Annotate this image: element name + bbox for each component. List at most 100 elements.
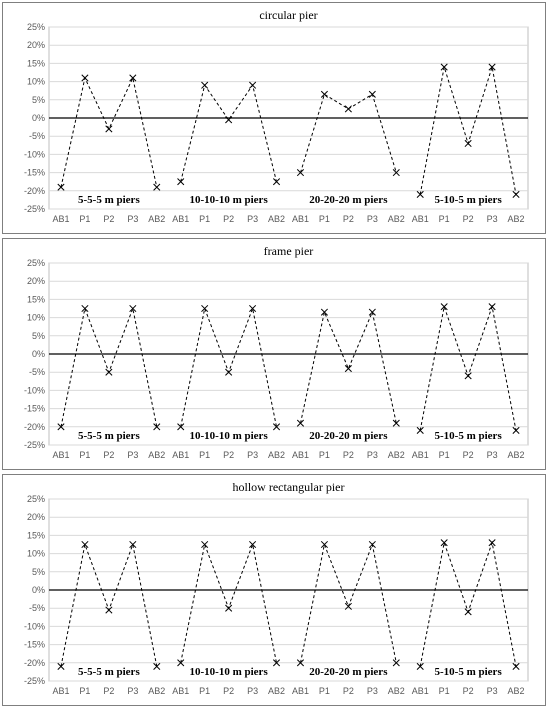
x-tick-label: P3 — [487, 450, 498, 460]
y-tick-label: 0% — [32, 113, 45, 123]
x-tick-label: AB1 — [292, 214, 309, 224]
y-tick-label: 5% — [32, 567, 45, 577]
x-tick-label: P1 — [439, 686, 450, 696]
data-point — [153, 423, 161, 431]
data-point — [296, 659, 305, 667]
y-tick-label: 25% — [27, 494, 45, 504]
x-tick-label: P2 — [463, 686, 474, 696]
data-point — [368, 540, 376, 549]
y-tick-label: -5% — [29, 603, 45, 613]
y-tick-label: -5% — [29, 367, 45, 377]
series-line — [180, 84, 277, 182]
series-line — [60, 76, 158, 188]
data-point — [512, 426, 520, 434]
data-point — [464, 608, 472, 616]
y-tick-label: -15% — [24, 404, 45, 414]
x-tick-label: P1 — [319, 214, 330, 224]
data-point — [488, 539, 496, 547]
data-point — [320, 540, 328, 549]
y-tick-label: -5% — [29, 131, 45, 141]
x-tick-label: P2 — [103, 214, 114, 224]
data-point — [57, 423, 65, 431]
x-tick-label: P3 — [367, 686, 378, 696]
data-point — [392, 659, 400, 667]
y-tick-label: 20% — [27, 40, 45, 50]
data-point — [440, 303, 448, 311]
data-point — [105, 368, 113, 376]
series-line — [419, 66, 517, 195]
x-tick-label: AB2 — [268, 686, 285, 696]
y-tick-label: 5% — [32, 95, 45, 105]
x-tick-label: AB1 — [172, 214, 189, 224]
chart-svg: circular pier 25% 20% 15% 10% 5% 0% -5% -10% -15%… — [24, 8, 529, 224]
x-tick-label: AB1 — [52, 686, 69, 696]
data-point — [225, 604, 233, 612]
y-tick-label: -20% — [24, 186, 45, 196]
chart-panel: frame pier 25% 20% 15% 10% 5% 0% -5% -10% -15% -20… — [2, 238, 546, 470]
data-point — [153, 662, 161, 670]
x-tick-label: P2 — [343, 686, 354, 696]
y-tick-label: 0% — [32, 585, 45, 595]
data-point — [440, 63, 448, 71]
data-point — [392, 169, 400, 177]
x-tick-label: P3 — [247, 450, 258, 460]
group-label: 5-5-5 m piers — [78, 194, 140, 206]
data-point — [344, 105, 352, 113]
x-tick-label: P3 — [367, 214, 378, 224]
group-label: 5-10-5 m piers — [435, 194, 503, 206]
data-point — [201, 81, 209, 89]
group-label: 10-10-10 m piers — [190, 666, 269, 678]
data-point — [225, 116, 233, 124]
data-point — [416, 662, 424, 670]
series-line — [60, 542, 158, 667]
x-tick-label: AB2 — [388, 450, 405, 460]
x-tick-label: P2 — [223, 450, 234, 460]
y-tick-label: -25% — [24, 676, 45, 686]
data-point — [81, 74, 89, 82]
data-point — [57, 662, 65, 670]
x-tick-label: P3 — [247, 214, 258, 224]
data-point — [201, 304, 209, 313]
chart-panel: circular pier 25% 20% 15% 10% 5% 0% -5% -10% -15%… — [2, 2, 546, 234]
group-label: 5-10-5 m piers — [435, 430, 503, 442]
group-label: 5-5-5 m piers — [78, 666, 140, 678]
data-point — [129, 540, 137, 549]
y-tick-label: 20% — [27, 276, 45, 286]
y-tick-label: -20% — [24, 422, 45, 432]
y-tick-label: 25% — [27, 258, 45, 268]
data-point — [488, 63, 496, 71]
x-tick-label: P2 — [463, 450, 474, 460]
x-tick-label: AB1 — [292, 686, 309, 696]
data-point — [344, 365, 352, 373]
x-tick-label: AB2 — [508, 686, 525, 696]
x-tick-label: P2 — [103, 450, 114, 460]
data-point — [464, 372, 472, 380]
chart-panel: hollow rectangular pier 25% 20% 15% 10% 5% 0% -… — [2, 474, 546, 706]
data-point — [105, 606, 113, 614]
y-tick-label: 15% — [27, 294, 45, 304]
x-tick-label: P3 — [367, 450, 378, 460]
y-tick-label: 10% — [27, 549, 45, 559]
y-tick-label: -25% — [24, 440, 45, 450]
data-point — [129, 74, 137, 82]
series-line — [300, 310, 397, 424]
series-line — [419, 540, 517, 667]
x-tick-label: P1 — [199, 686, 210, 696]
data-point — [392, 419, 400, 427]
x-tick-label: AB2 — [148, 214, 165, 224]
x-tick-label: P1 — [199, 214, 210, 224]
data-point — [105, 125, 113, 133]
data-point — [177, 178, 185, 186]
data-point — [296, 419, 305, 427]
y-tick-label: 0% — [32, 349, 45, 359]
data-point — [320, 308, 328, 316]
x-tick-label: P2 — [103, 686, 114, 696]
x-tick-label: P3 — [127, 450, 138, 460]
group-label: 5-10-5 m piers — [435, 666, 503, 678]
y-tick-label: 10% — [27, 77, 45, 87]
data-point — [177, 423, 185, 431]
data-point — [464, 139, 472, 148]
y-tick-label: -20% — [24, 658, 45, 668]
x-tick-label: AB1 — [172, 450, 189, 460]
data-point — [296, 169, 305, 177]
